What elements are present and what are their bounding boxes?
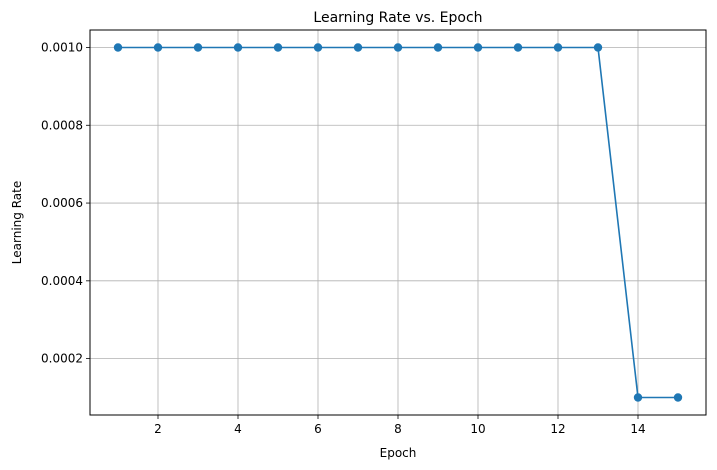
x-axis-ticks: 2 4 6 8 10 12 14 [154, 415, 646, 436]
data-point [113, 43, 123, 52]
data-point [273, 43, 283, 52]
y-axis-ticks: 0.0002 0.0004 0.0006 0.0008 0.0010 [41, 41, 90, 366]
data-point [193, 43, 203, 52]
x-tick-label: 14 [630, 422, 645, 436]
data-point [673, 393, 683, 402]
data-point [393, 43, 403, 52]
data-point [593, 43, 603, 52]
series-layer [113, 43, 683, 402]
x-tick-label: 10 [470, 422, 485, 436]
data-point [313, 43, 323, 52]
chart-title: Learning Rate vs. Epoch [313, 10, 482, 26]
x-tick-label: 12 [550, 422, 565, 436]
data-point [513, 43, 523, 52]
data-point [233, 43, 243, 52]
data-point [153, 43, 163, 52]
y-axis-label: Learning Rate [10, 181, 24, 264]
x-tick-label: 8 [394, 422, 402, 436]
x-axis-label: Epoch [380, 446, 417, 460]
data-point [633, 393, 643, 402]
data-point [473, 43, 483, 52]
y-tick-label: 0.0010 [41, 41, 83, 55]
y-tick-label: 0.0008 [41, 118, 83, 132]
x-tick-label: 4 [234, 422, 242, 436]
data-point [553, 43, 563, 52]
y-tick-label: 0.0006 [41, 196, 83, 210]
y-tick-label: 0.0004 [41, 274, 83, 288]
x-tick-label: 6 [314, 422, 322, 436]
data-point [433, 43, 443, 52]
data-point [353, 43, 363, 52]
y-tick-label: 0.0002 [41, 352, 83, 366]
x-tick-label: 2 [154, 422, 162, 436]
